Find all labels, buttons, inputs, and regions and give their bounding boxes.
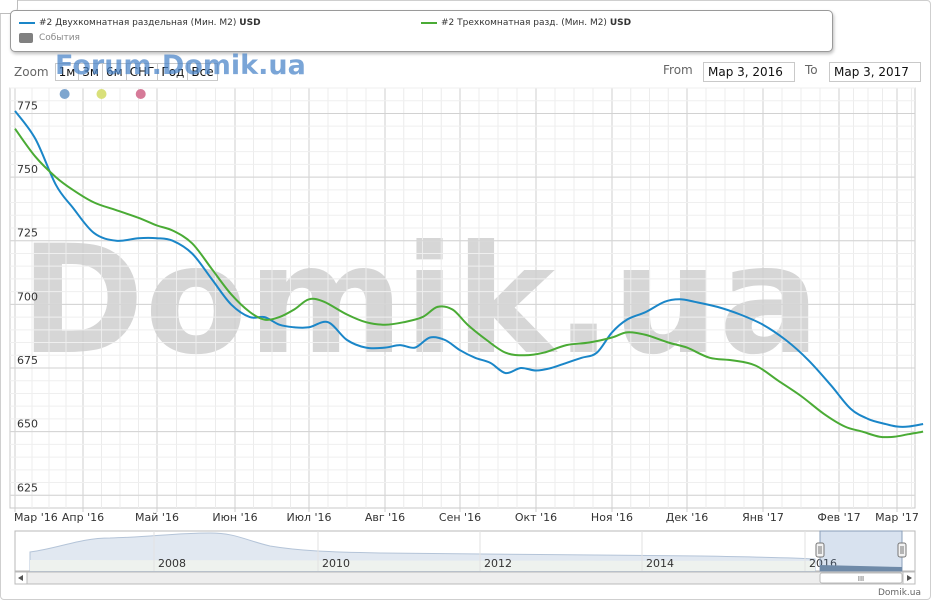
y-tick-label: 625	[17, 481, 38, 494]
navigator-left-handle[interactable]	[815, 542, 825, 558]
scroll-grip: III	[858, 575, 864, 583]
y-tick-label: 775	[17, 99, 38, 112]
scroll-left-arrow[interactable]	[14, 571, 28, 585]
events-swatch	[19, 33, 33, 43]
y-tick-label: 750	[17, 163, 38, 176]
range-to-input[interactable]	[829, 62, 921, 82]
series-line-1	[14, 110, 924, 428]
legend-swatch-series1	[19, 22, 35, 24]
zoom-button-1m[interactable]: 1м	[54, 63, 80, 81]
zoom-button-all[interactable]: Все	[187, 63, 218, 81]
x-tick-label: Мар '17	[875, 511, 919, 524]
navigator-year-label: 2014	[646, 557, 674, 570]
range-from-input[interactable]	[703, 62, 795, 82]
legend-item-series1[interactable]: #2 Двухкомнатная раздельная (Мин. M2) US…	[19, 18, 261, 28]
domik-watermark: Domik.ua	[20, 214, 820, 388]
legend-unit-series2: USD	[609, 18, 632, 28]
legend-label-series1: #2 Двухкомнатная раздельная (Мин. M2)	[39, 18, 237, 28]
navigator-year-label: 2010	[322, 557, 350, 570]
range-to-label: To	[805, 63, 818, 77]
legend-label-series2: #2 Трехкомнатная разд. (Мин. M2)	[441, 18, 607, 28]
legend-unit-series1: USD	[239, 18, 261, 28]
navigator-selected-area	[820, 565, 902, 571]
x-tick-label: Сен '16	[439, 511, 481, 524]
zoom-button-1y[interactable]: Год	[157, 63, 189, 81]
y-tick-label: 725	[17, 227, 38, 240]
navigator[interactable]: 20082010201220142016	[14, 530, 916, 572]
navigator-right-handle[interactable]	[897, 542, 907, 558]
x-tick-label: Авг '16	[365, 511, 405, 524]
y-tick-label: 675	[17, 354, 38, 367]
navigator-area-secondary	[30, 560, 815, 571]
event-marker[interactable]	[59, 89, 70, 99]
legend: #2 Двухкомнатная раздельная (Мин. M2) US…	[10, 10, 833, 52]
x-tick-labels: Мар '16 Апр '16 Май '16 Июн '16 Июл '16 Авг '…	[14, 511, 919, 524]
legend-label-events: События	[39, 33, 80, 43]
x-tick-label: Май '16	[135, 511, 179, 524]
navigator-year-label: 2008	[158, 557, 186, 570]
x-tick-label: Апр '16	[62, 511, 104, 524]
x-tick-label: Июл '16	[286, 511, 331, 524]
legend-swatch-series2	[421, 22, 437, 24]
x-tick-label: Фев '17	[817, 511, 860, 524]
zoom-button-6m[interactable]: 6м	[101, 63, 127, 81]
x-tick-label: Окт '16	[515, 511, 557, 524]
y-tick-labels: 625 650 675 700 725 750 775	[17, 99, 38, 494]
event-marker[interactable]	[96, 89, 107, 99]
scroll-thumb[interactable]	[819, 572, 903, 584]
credit-label: Domik.ua	[878, 588, 921, 598]
x-tick-label: Июн '16	[212, 511, 257, 524]
x-tick-label: Янв '17	[742, 511, 784, 524]
event-marker[interactable]	[135, 89, 146, 99]
scrollbar[interactable]: III	[14, 571, 916, 585]
series-line-2	[14, 128, 924, 439]
navigator-selected-range[interactable]	[819, 530, 903, 572]
x-tick-label: Ноя '16	[591, 511, 633, 524]
x-tick-label: Дек '16	[666, 511, 709, 524]
y-tick-label: 700	[17, 290, 38, 303]
x-tick-label: Мар '16	[14, 511, 58, 524]
series-lines	[14, 110, 924, 439]
legend-item-events[interactable]: События	[19, 33, 80, 43]
zoom-button-3m[interactable]: 3м	[78, 63, 103, 81]
navigator-year-label: 2012	[484, 557, 512, 570]
y-tick-label: 650	[17, 418, 38, 431]
zoom-button-ytd[interactable]: СНГ	[125, 63, 159, 81]
legend-item-series2[interactable]: #2 Трехкомнатная разд. (Мин. M2) USD	[421, 18, 631, 28]
grid-layer	[9, 87, 916, 512]
zoom-bar: Zoom 1м 3м 6м СНГ Год Все	[14, 63, 218, 81]
zoom-label: Zoom	[14, 65, 49, 79]
scroll-right-arrow[interactable]	[902, 571, 916, 585]
range-from-label: From	[663, 63, 693, 77]
event-markers	[59, 89, 146, 99]
